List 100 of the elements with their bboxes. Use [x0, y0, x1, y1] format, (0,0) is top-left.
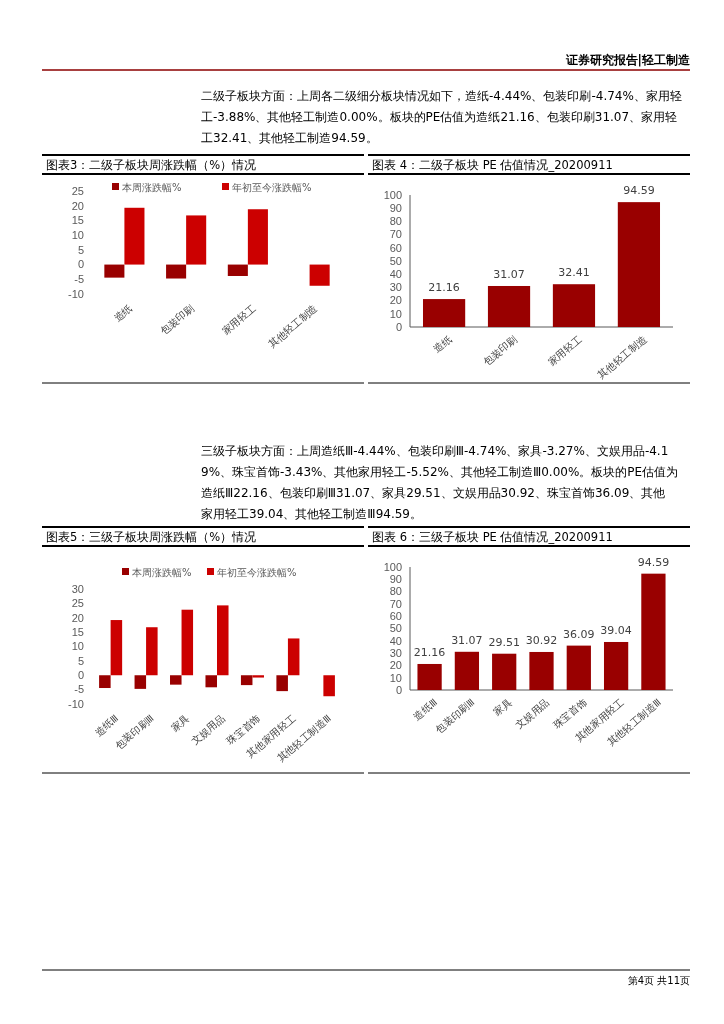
chart-title: 图表 6：三级子板块 PE 估值情况_20200911 [372, 530, 613, 544]
bar [146, 627, 158, 676]
legend-label: 本周涨跌幅% [122, 181, 182, 193]
data-label: 31.07 [451, 633, 483, 647]
bar [323, 675, 335, 697]
y-tick-label: 10 [71, 228, 84, 241]
y-tick-label: 70 [389, 597, 402, 610]
chart-title: 图表3：二级子板块周涨跌幅（%）情况 [46, 158, 257, 172]
chart-title: 图表 4：二级子板块 PE 估值情况_20200911 [372, 158, 613, 172]
text: 三级子板块方面：上周造纸Ⅲ-4.44%、包装印刷Ⅲ-4.74%、家具-3.27%、文娱用品-4.19%、珠宝首饰-3.43%、其他家用轻工-5.52%、其他轻工制造Ⅲ0.00%。板块的PE估值为造纸Ⅲ22.16、包装印刷Ⅲ31.07、家具29.51、文娱用品30.92、珠宝首饰36.09、其他家用轻工39.04、其他轻工制造Ⅲ94.59。 [201, 444, 679, 521]
y-tick-label: 50 [389, 622, 402, 635]
y-tick-label: 100 [383, 560, 402, 573]
y-tick-label: 15 [71, 625, 84, 638]
bar [205, 675, 217, 688]
y-tick-label: 10 [389, 671, 402, 684]
data-label: 31.07 [493, 267, 525, 281]
y-tick-label: 10 [389, 307, 402, 320]
data-label: 94.59 [637, 555, 670, 569]
x-tick-label: 包装印刷 [481, 333, 519, 368]
y-tick-label: 100 [383, 188, 402, 201]
bar [641, 573, 666, 690]
bar [181, 609, 194, 676]
x-tick-label: 文娱用品 [189, 712, 227, 747]
data-label: 36.09 [563, 627, 595, 641]
bar [104, 264, 125, 278]
legend-label: 年初至今涨跌幅% [232, 181, 312, 193]
bar [417, 663, 442, 690]
bar [487, 285, 531, 327]
y-tick-label: 25 [71, 597, 84, 610]
bar [603, 641, 629, 690]
y-tick-label: 30 [389, 281, 402, 294]
y-tick-label: 80 [389, 585, 402, 598]
y-tick-label: 20 [71, 611, 84, 624]
data-label: 29.51 [488, 635, 520, 649]
x-tick-label: 造纸Ⅲ [411, 696, 440, 723]
y-tick-label: 5 [77, 654, 84, 667]
y-tick-label: 15 [71, 214, 84, 227]
y-tick-label: 30 [389, 646, 402, 659]
y-tick-label: 90 [389, 573, 402, 586]
bar [492, 653, 517, 690]
text: 二级子板块方面：上周各二级细分板块情况如下，造纸-4.44%、包装印刷-4.74%、家用轻工-3.88%、其他轻工制造0.00%。板块的PE估值为造纸21.16、包装印刷31.07、家用轻工32.41、其他轻工制造94.59。 [201, 89, 682, 145]
y-tick-label: 60 [389, 610, 402, 623]
data-label: 30.92 [525, 633, 558, 647]
x-tick-label: 家具 [491, 696, 514, 718]
bar [124, 207, 145, 265]
bar [186, 215, 207, 265]
legend-label: 本周涨跌幅% [132, 566, 192, 578]
y-tick-label: 90 [389, 202, 402, 215]
data-label: 39.04 [600, 623, 632, 637]
bar [99, 675, 111, 689]
bar [552, 284, 596, 327]
y-tick-label: 0 [77, 669, 84, 682]
y-tick-label: 20 [389, 294, 402, 307]
bar [134, 675, 147, 689]
x-tick-label: 包装印刷 [158, 302, 196, 337]
bar [110, 620, 123, 676]
bar [617, 202, 661, 327]
bar [240, 675, 253, 686]
bar [252, 675, 264, 678]
text: 证券研究报告|轻工制造 [564, 53, 691, 67]
bar [309, 264, 330, 286]
x-tick-label: 造纸Ⅲ [92, 712, 121, 739]
bar [287, 638, 300, 676]
y-tick-label: 60 [389, 241, 402, 254]
x-tick-label: 造纸 [111, 302, 135, 324]
y-tick-label: -5 [74, 273, 84, 286]
y-tick-label: -10 [68, 287, 84, 300]
y-tick-label: 50 [389, 254, 402, 267]
y-tick-label: 0 [395, 683, 402, 696]
x-tick-label: 家用轻工 [546, 333, 584, 368]
y-tick-label: 40 [389, 634, 402, 647]
y-tick-label: 80 [389, 215, 402, 228]
data-label: 21.16 [413, 645, 446, 659]
y-tick-label: 30 [71, 582, 84, 595]
legend-label: 年初至今涨跌幅% [217, 566, 297, 578]
x-tick-label: 家用轻工 [219, 302, 258, 337]
bar [247, 209, 268, 265]
bar [454, 651, 480, 690]
data-label: 21.16 [428, 281, 460, 295]
y-tick-label: 25 [71, 184, 84, 197]
x-tick-label: 其他轻工制造 [266, 302, 320, 350]
bar [529, 651, 554, 690]
text: 第4页 共11页 [627, 975, 690, 986]
x-tick-label: 造纸 [431, 333, 454, 355]
data-label: 94.59 [623, 184, 655, 198]
y-tick-label: -10 [68, 697, 84, 710]
y-tick-label: 20 [71, 199, 84, 212]
bar [170, 675, 182, 685]
y-tick-label: 0 [77, 258, 84, 271]
y-tick-label: -5 [74, 683, 84, 696]
bar [166, 264, 187, 279]
y-tick-label: 0 [395, 320, 402, 333]
data-label: 32.41 [558, 266, 590, 280]
bar [276, 675, 288, 692]
chart-title: 图表5：三级子板块周涨跌幅（%）情况 [46, 530, 257, 544]
bar [217, 605, 229, 676]
y-tick-label: 20 [389, 659, 402, 672]
x-tick-label: 其他轻工制造 [595, 333, 649, 381]
y-tick-label: 70 [389, 228, 402, 241]
bar [227, 264, 248, 276]
